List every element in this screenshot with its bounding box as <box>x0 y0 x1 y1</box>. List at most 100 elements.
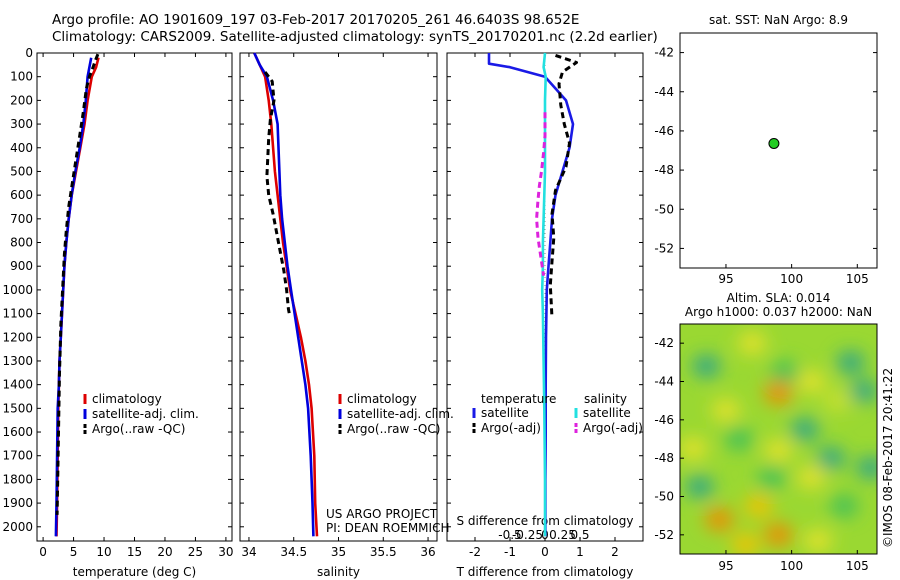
depth-tick-label: 1600 <box>2 425 33 439</box>
salinity-line-satelliteadjclim <box>253 52 315 537</box>
temperature-xtick-label: 20 <box>157 545 172 559</box>
heatmap-cell <box>705 508 734 531</box>
altimetry-title-1: Altim. SLA: 0.014 <box>727 291 831 305</box>
tdiff-xtick-label: -2 <box>469 545 481 559</box>
heatmap-cell <box>823 389 852 412</box>
heatmap-cell <box>797 466 826 489</box>
temperature-xtick-label: 10 <box>96 545 111 559</box>
depth-tick-label: 2000 <box>2 520 33 534</box>
depth-tick-label: 1700 <box>2 449 33 463</box>
depth-tick-label: 500 <box>10 164 33 178</box>
legend-header-temperature: temperature <box>481 392 556 406</box>
map-ytick-label: -52 <box>654 241 674 255</box>
alt-ytick-label: -46 <box>654 413 674 427</box>
temperature-legend-label: climatology <box>92 392 162 406</box>
altimetry-title-2: Argo h1000: 0.037 h2000: NaN <box>685 305 872 319</box>
heatmap-cell <box>757 466 786 489</box>
depth-tick-label: 700 <box>10 212 33 226</box>
sdiff-tick-label: 0.5 <box>570 528 589 542</box>
tdiff-xtick-label: -1 <box>504 545 516 559</box>
heatmap-cell <box>711 399 740 422</box>
heatmap-cell <box>849 380 877 403</box>
tdiff-xtick-label: 1 <box>576 545 584 559</box>
temperature-xtick-label: 15 <box>127 545 142 559</box>
sdiff-line-satellite <box>540 52 548 537</box>
map-xtick-label: 105 <box>846 272 869 286</box>
depth-tick-label: 1100 <box>2 307 33 321</box>
altimetry-heatmap <box>680 324 877 554</box>
salinity-line-climatology <box>253 52 319 537</box>
tdiff-xtick-label: 0 <box>541 545 549 559</box>
depth-tick-label: 200 <box>10 93 33 107</box>
sdiff-tick-label: 0.25 <box>549 528 576 542</box>
alt-xtick-label: 95 <box>718 559 733 573</box>
project-annotation: US ARGO PROJECT <box>326 507 438 521</box>
depth-tick-label: 100 <box>10 70 33 84</box>
depth-tick-label: 1500 <box>2 401 33 415</box>
alt-ytick-label: -44 <box>654 375 674 389</box>
temperature-xtick-label: 0 <box>39 545 47 559</box>
temperature-xtick-label: 30 <box>218 545 233 559</box>
header-subtitle: Climatology: CARS2009. Satellite-adjuste… <box>52 29 658 45</box>
depth-tick-label: 600 <box>10 188 33 202</box>
map-ytick-label: -46 <box>654 124 674 138</box>
heatmap-blobs <box>680 332 877 554</box>
heatmap-cell <box>764 523 793 546</box>
heatmap-cell <box>731 533 760 554</box>
sdiff-tick-label: -0.5 <box>498 528 521 542</box>
depth-tick-label: 900 <box>10 259 33 273</box>
heatmap-cell <box>764 382 793 404</box>
alt-xtick-label: 100 <box>780 559 803 573</box>
heatmap-cell <box>790 418 819 441</box>
position-map-frame <box>679 32 878 269</box>
argo-position-marker <box>768 137 780 149</box>
temperature-xtick-label: 25 <box>188 545 203 559</box>
salinity-legend-label: Argo(..raw -QC) <box>347 422 440 436</box>
temperature-plot-frame <box>36 52 233 542</box>
temperature-xlabel: temperature (deg C) <box>73 565 196 579</box>
salinity-xlabel: salinity <box>317 565 360 579</box>
altimetry-map-frame <box>679 323 878 555</box>
heatmap-cell <box>830 495 859 518</box>
imos-watermark: ©IMOS 08-Feb-2017 20:41:22 <box>881 368 895 548</box>
heatmap-cell <box>725 428 754 450</box>
tdiff-line-satellite <box>487 53 575 537</box>
heatmap-cell <box>680 437 708 460</box>
depth-tick-label: 1900 <box>2 496 33 510</box>
depth-tick-label: 300 <box>10 117 33 131</box>
map-ytick-label: -48 <box>654 163 674 177</box>
salinity-xtick-label: 35.5 <box>370 545 397 559</box>
heatmap-cell <box>692 355 721 378</box>
map-title: sat. SST: NaN Argo: 8.9 <box>709 13 848 27</box>
heatmap-cell <box>817 447 846 470</box>
salinity-xtick-label: 36 <box>420 545 435 559</box>
alt-ytick-label: -52 <box>654 528 674 542</box>
sdiff-legend-label: satellite <box>583 406 631 420</box>
alt-ytick-label: -42 <box>654 336 674 350</box>
depth-tick-label: 400 <box>10 141 33 155</box>
sdiff-line-argoadj <box>535 112 547 276</box>
salinity-legend-label: climatology <box>347 392 417 406</box>
temperature-legend-label: Argo(..raw -QC) <box>92 422 185 436</box>
map-ytick-label: -50 <box>654 202 674 216</box>
tdiff-xtick-label: 2 <box>611 545 619 559</box>
heatmap-cell <box>685 475 714 498</box>
salinity-xtick-label: 35 <box>331 545 346 559</box>
temperature-line-satelliteadjclim <box>54 57 93 537</box>
depth-tick-label: 1400 <box>2 378 33 392</box>
tdiff-legend-label: satellite <box>481 406 529 420</box>
temperature-xtick-label: 5 <box>70 545 78 559</box>
tdiff-legend-label: Argo(-adj) <box>481 421 541 435</box>
depth-tick-label: 0 <box>25 46 33 60</box>
depth-tick-label: 800 <box>10 236 33 250</box>
pi-annotation: PI: DEAN ROEMMICH <box>326 521 449 535</box>
tdiff-xlabel: T difference from climatology <box>456 565 634 579</box>
alt-ytick-label: -50 <box>654 490 674 504</box>
alt-xtick-label: 105 <box>846 559 869 573</box>
temperature-line-argorawqc <box>55 53 100 515</box>
header-title: Argo profile: AO 1901609_197 03-Feb-2017… <box>52 12 580 28</box>
heatmap-cell <box>738 332 767 355</box>
salinity-xtick-label: 34 <box>241 545 256 559</box>
legend-header-salinity: salinity <box>584 392 627 406</box>
